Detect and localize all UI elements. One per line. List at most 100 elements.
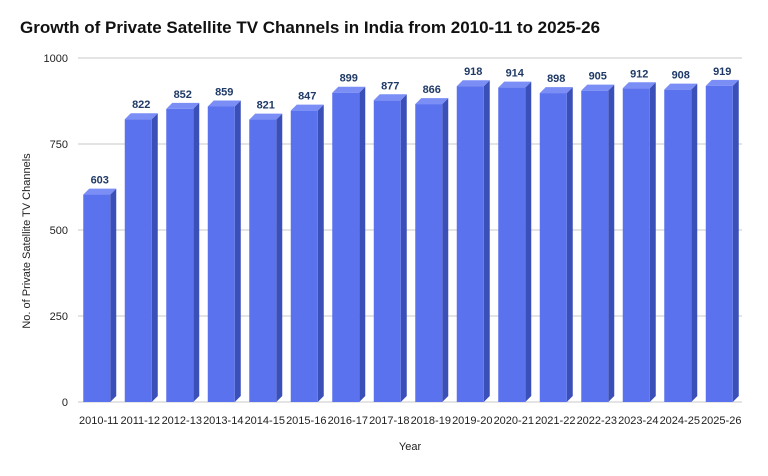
bar: [622, 82, 656, 402]
y-tick-label: 750: [50, 139, 68, 151]
data-label: 912: [630, 68, 648, 80]
data-label: 898: [547, 73, 565, 85]
bar: [290, 104, 324, 402]
bar: [539, 87, 573, 402]
y-tick-label: 250: [50, 311, 68, 323]
bar-side: [359, 86, 366, 402]
bar-side: [151, 113, 158, 403]
bar-side: [483, 80, 490, 402]
bar-front: [498, 87, 526, 403]
bar: [415, 98, 449, 402]
x-tick-label: 2015-16: [286, 415, 326, 427]
bar-front: [83, 194, 111, 402]
data-label: 866: [423, 84, 441, 96]
x-tick-label: 2022-23: [577, 415, 617, 427]
bar: [124, 113, 158, 403]
bar-top: [83, 188, 117, 195]
bar: [332, 86, 366, 402]
data-label: 914: [506, 68, 525, 80]
bar: [166, 102, 200, 403]
x-tick-label: 2019-20: [452, 415, 492, 427]
chart-title: Growth of Private Satellite TV Channels …: [20, 18, 601, 37]
data-label: 603: [91, 175, 109, 187]
bar-side: [608, 84, 615, 403]
bar-side: [442, 98, 449, 402]
y-axis-ticks: 0 250 500 750 1000: [44, 53, 68, 409]
y-tick-label: 500: [50, 225, 68, 237]
bar: [456, 80, 490, 402]
y-tick-label: 0: [62, 397, 68, 409]
bar-front: [664, 89, 692, 402]
data-labels: 603 822 852 859 821 847 899 877 866 918 914 898 905 9…: [91, 66, 732, 187]
bar-top: [581, 84, 615, 91]
data-label: 919: [713, 66, 731, 78]
bar-front: [290, 110, 318, 402]
data-label: 847: [298, 91, 316, 103]
bar: [581, 84, 615, 403]
data-label: 852: [174, 89, 192, 101]
bar-top: [498, 81, 532, 88]
bar-top: [166, 102, 200, 109]
data-label: 905: [589, 71, 607, 83]
bar-side: [110, 188, 117, 402]
bar-front: [249, 119, 277, 403]
bar-front: [373, 100, 401, 402]
bar: [373, 94, 407, 402]
bar-top: [207, 100, 241, 107]
bar-top: [124, 113, 158, 120]
y-tick-label: 1000: [44, 53, 68, 65]
x-tick-label: 2010-11: [79, 415, 119, 427]
bar-front: [539, 93, 567, 402]
bar-top: [539, 87, 573, 94]
bar: [249, 113, 283, 403]
x-tick-label: 2025-26: [701, 415, 741, 427]
bar-side: [566, 87, 573, 402]
bar-top: [249, 113, 283, 120]
bar: [498, 81, 532, 403]
bars: [83, 79, 739, 403]
bar-side: [525, 81, 532, 403]
data-label: 908: [672, 70, 690, 82]
x-tick-label: 2023-24: [618, 415, 658, 427]
bar-top: [622, 82, 656, 89]
bar-side: [691, 83, 698, 402]
data-label: 821: [257, 100, 275, 112]
bar-front: [166, 108, 194, 403]
x-tick-label: 2013-14: [203, 415, 243, 427]
x-tick-label: 2017-18: [369, 415, 409, 427]
bar-front: [456, 86, 484, 402]
bar-side: [400, 94, 407, 402]
bar-top: [456, 80, 490, 87]
bar: [664, 83, 698, 402]
x-tick-label: 2021-22: [535, 415, 575, 427]
bar: [705, 79, 739, 402]
x-tick-label: 2016-17: [328, 415, 368, 427]
bar-front: [332, 92, 360, 402]
bar-top: [415, 98, 449, 105]
bar-side: [732, 79, 739, 402]
x-axis-ticks: 2010-11 2011-12 2012-13 2013-14 2014-15 2015-…: [79, 415, 741, 427]
x-axis-title: Year: [399, 441, 422, 453]
bar-top: [290, 104, 324, 111]
bar-front: [622, 88, 650, 402]
bar-front: [581, 90, 609, 403]
data-label: 918: [464, 66, 482, 78]
data-label: 877: [381, 80, 399, 92]
bar-top: [373, 94, 407, 101]
x-tick-label: 2011-12: [120, 415, 160, 427]
x-tick-label: 2024-25: [660, 415, 700, 427]
bar-side: [193, 102, 200, 403]
bar-front: [415, 104, 443, 402]
x-tick-label: 2012-13: [162, 415, 202, 427]
data-label: 899: [340, 73, 358, 85]
bar-side: [276, 113, 283, 403]
data-label: 822: [132, 99, 150, 111]
bar-front: [705, 85, 733, 402]
bar-side: [317, 104, 324, 402]
bar-side: [649, 82, 656, 402]
bar-front: [124, 119, 152, 403]
x-tick-label: 2014-15: [245, 415, 285, 427]
bar-top: [332, 86, 366, 93]
bar: [83, 188, 117, 402]
